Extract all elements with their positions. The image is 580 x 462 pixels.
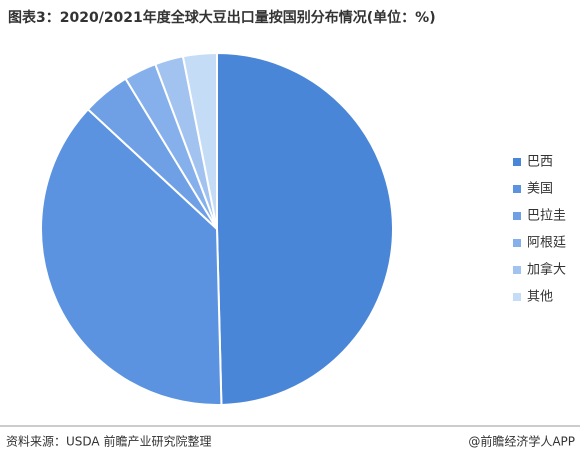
- pie-slice: [216, 51, 394, 406]
- legend-swatch: [513, 266, 521, 274]
- legend-swatch: [513, 185, 521, 193]
- source: 资料来源：USDA 前瞻产业研究院整理: [6, 434, 211, 449]
- pie: [40, 51, 394, 406]
- legend-label: 巴拉圭: [527, 209, 566, 224]
- legend-swatch: [513, 239, 521, 247]
- legend-label: 其他: [527, 290, 553, 305]
- legend-label: 巴西: [527, 155, 553, 170]
- legend-swatch: [513, 293, 521, 301]
- legend-swatch: [513, 158, 521, 166]
- pie-slice: [181, 51, 218, 230]
- chart-title: 图表3：2020/2021年度全球大豆出口量按国别分布情况(单位：%): [8, 9, 436, 26]
- legend-label: 阿根廷: [527, 236, 566, 251]
- legend-label: 加拿大: [527, 262, 566, 278]
- pie-slice: [40, 107, 223, 406]
- legend-swatch: [513, 212, 521, 220]
- credit: @前瞻经济学人APP: [468, 434, 575, 449]
- legend-label: 美国: [527, 182, 553, 197]
